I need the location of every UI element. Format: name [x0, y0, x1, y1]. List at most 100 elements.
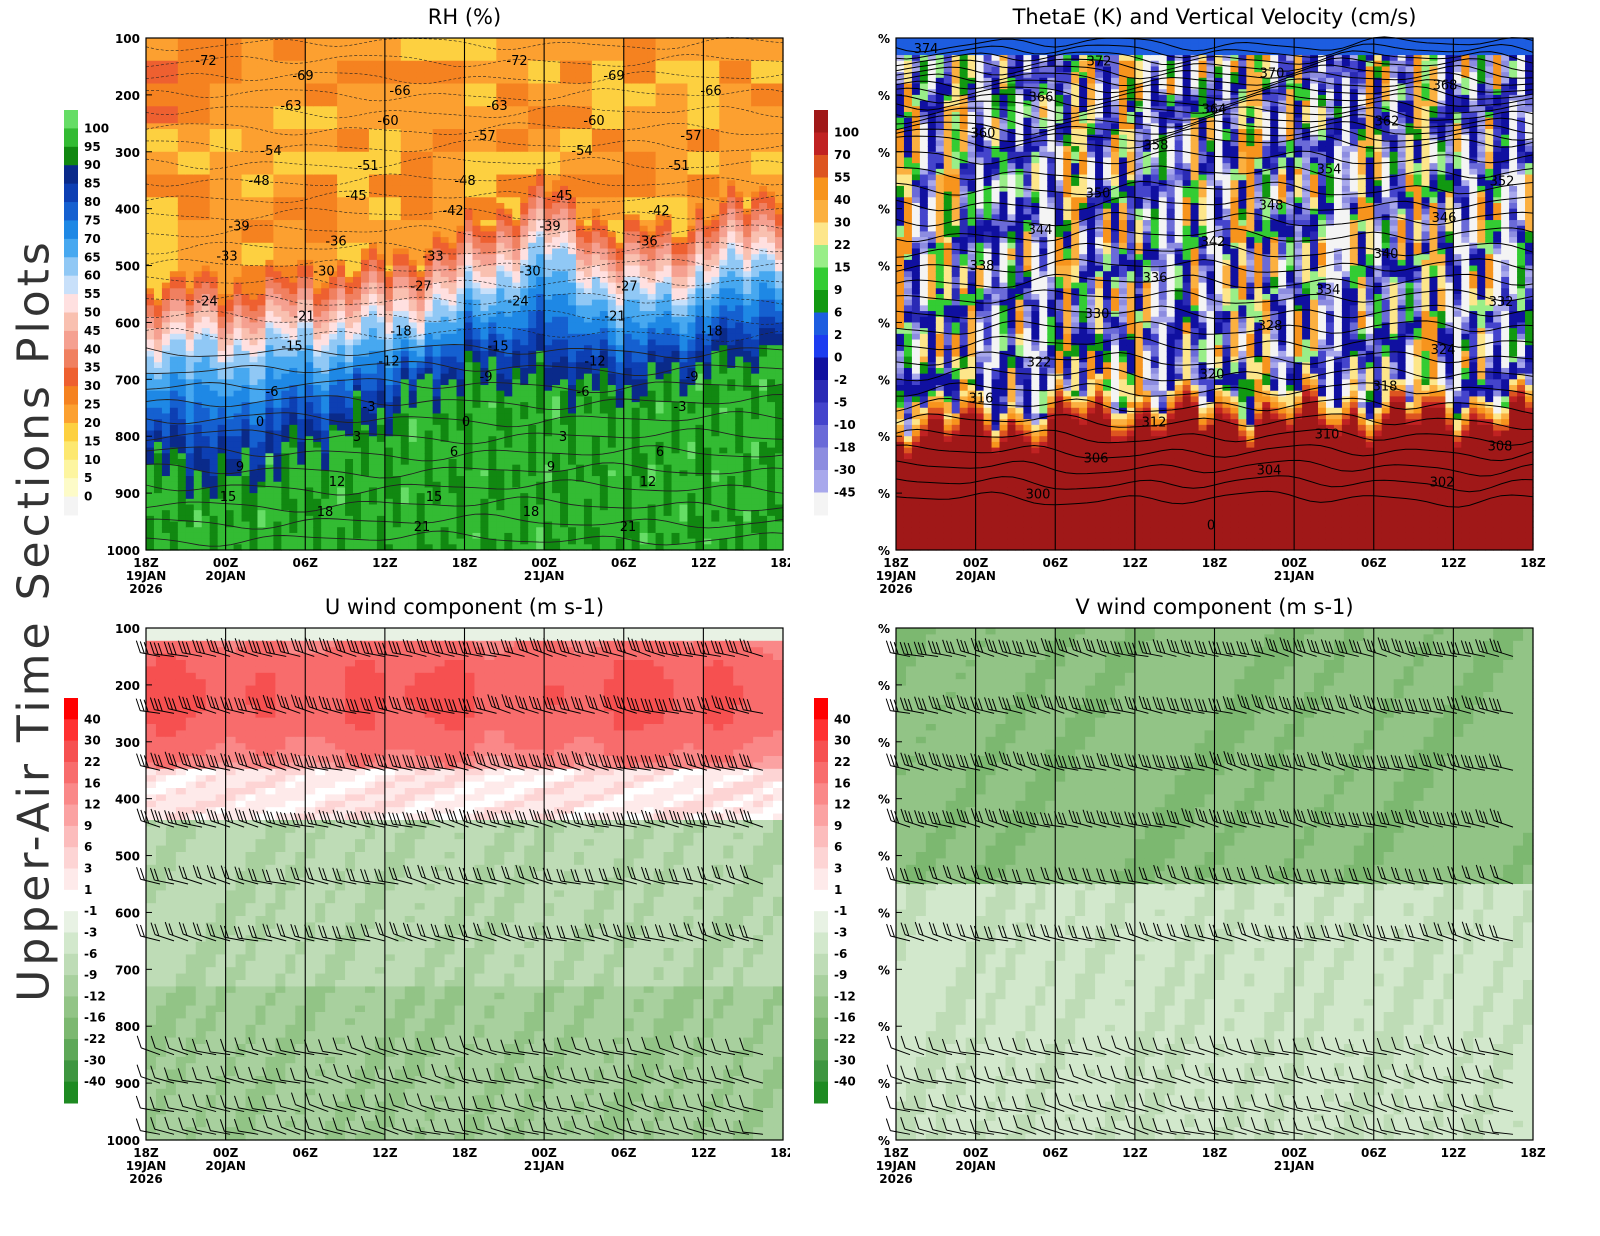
rh-cell [169, 282, 179, 289]
rh-cell [273, 453, 282, 460]
rh-cell [201, 100, 211, 107]
rh-cell [583, 89, 593, 96]
rh-cell [289, 333, 298, 341]
rh-cell [504, 407, 513, 415]
rh-cell [536, 55, 545, 62]
rh-cell [368, 43, 378, 50]
rh-cell [241, 157, 251, 164]
rh-cell [520, 60, 529, 68]
rh-cell [169, 305, 179, 312]
rh-cell [575, 407, 585, 415]
rh-cell [448, 202, 458, 210]
rh-cell [146, 356, 155, 363]
rh-cell [575, 373, 585, 380]
rh-cell [464, 185, 474, 193]
rh-cell [153, 407, 163, 415]
rh-cell [233, 231, 243, 238]
rh-cell [177, 49, 187, 56]
rh-cell [528, 282, 537, 289]
rh-cell [583, 94, 593, 102]
rh-cell [249, 333, 259, 341]
rh-cell [400, 220, 410, 227]
rh-cell [560, 362, 569, 369]
rh-cell [384, 185, 394, 193]
rh-cell [544, 168, 553, 176]
rh-cell [146, 168, 155, 176]
rh-cell [337, 248, 346, 255]
rh-cell [337, 299, 346, 306]
rh-cell [217, 282, 227, 289]
rh-cell [169, 521, 179, 528]
rh-cell [464, 515, 474, 523]
rh-cell [201, 316, 211, 324]
rh-cell [233, 436, 243, 443]
rh-cell [376, 396, 386, 403]
rh-cell [201, 94, 211, 102]
rh-cell [536, 527, 545, 534]
rh-cell [337, 464, 346, 471]
rh-cell [583, 180, 593, 187]
rh-cell [368, 151, 378, 159]
rh-cell [153, 504, 163, 511]
rh-cell [289, 111, 298, 119]
rh-cell [289, 276, 298, 284]
rh-cell [392, 521, 402, 528]
rh-cell [360, 362, 370, 369]
rh-cell [536, 373, 545, 380]
rh-cell [496, 362, 505, 369]
rh-cell [392, 174, 402, 181]
rh-cell [241, 299, 251, 306]
rh-cell [456, 248, 466, 255]
rh-cell [297, 106, 306, 113]
rh-cell [345, 259, 354, 267]
rh-cell [185, 339, 195, 346]
rh-cell [440, 305, 450, 312]
rh-cell [552, 117, 561, 124]
rh-cell [360, 379, 370, 386]
rh-cell [265, 333, 274, 341]
rh-cell [337, 436, 346, 443]
rh-cell [201, 493, 211, 500]
rh-cell [504, 168, 513, 176]
rh-cell [368, 100, 378, 107]
rh-cell [353, 379, 362, 386]
rh-cell [512, 390, 521, 397]
rh-cell [520, 356, 529, 363]
rh-cell [146, 436, 155, 443]
rh-cell [568, 140, 577, 147]
rh-cell [432, 49, 442, 56]
rh-cell [440, 248, 450, 255]
rh-cell [360, 180, 370, 187]
rh-cell [185, 185, 195, 193]
rh-cell [480, 134, 489, 141]
rh-cell [321, 453, 330, 460]
rh-cell [313, 385, 322, 392]
rh-cell [209, 436, 219, 443]
rh-cell [400, 311, 410, 318]
rh-cell [225, 487, 235, 494]
rh-cell [368, 510, 378, 517]
rh-cell [504, 532, 513, 540]
rh-cell [384, 254, 394, 261]
rh-cell [305, 157, 314, 164]
rh-cell [265, 146, 274, 153]
rh-cell [201, 453, 211, 460]
rh-cell [376, 527, 386, 534]
rh-cell [504, 271, 513, 278]
rh-cell [520, 510, 529, 517]
rh-cell [416, 419, 426, 426]
rh-cell [520, 419, 529, 426]
rh-cell [424, 436, 434, 443]
rh-cell [456, 168, 466, 176]
rh-cell [520, 117, 529, 124]
rh-cell [480, 350, 489, 358]
rh-cell [273, 430, 282, 437]
rh-cell [305, 333, 314, 341]
rh-cell [313, 248, 322, 255]
rh-cell [456, 350, 466, 358]
rh-cell [209, 498, 219, 506]
rh-cell [512, 305, 521, 312]
rh-cell [305, 265, 314, 272]
rh-cell [400, 362, 410, 369]
rh-cell [297, 527, 306, 534]
